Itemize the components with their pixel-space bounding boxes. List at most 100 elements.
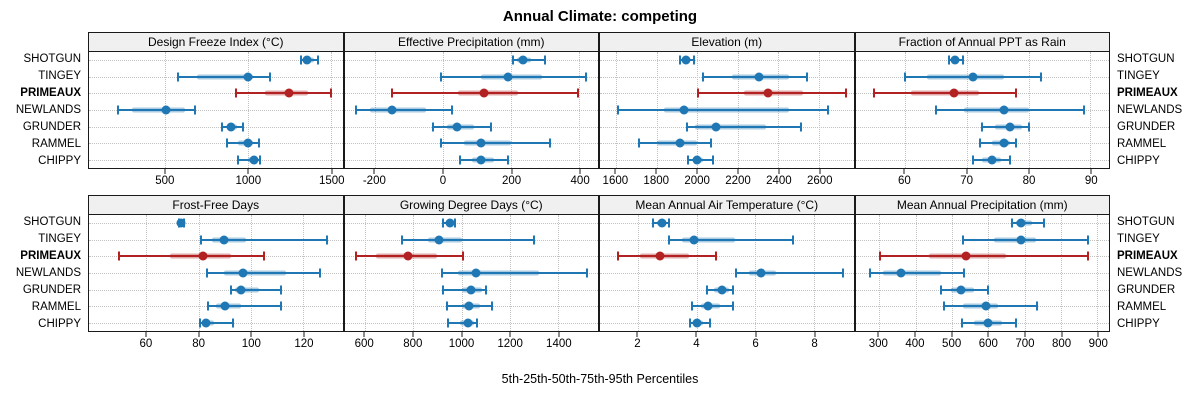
axis-tick bbox=[655, 169, 657, 174]
panel-plot-area bbox=[88, 51, 344, 169]
panel-plot-area bbox=[854, 51, 1110, 169]
site-label-shotgun: SHOTGUN bbox=[1117, 53, 1175, 66]
axis-tick bbox=[819, 169, 821, 174]
median-dot-shotgun bbox=[176, 218, 186, 228]
median-dot-rammel bbox=[464, 301, 474, 311]
site-labels-right: SHOTGUN TINGEY PRIMEAUX NEWLANDS GRUNDER RAMM… bbox=[1110, 32, 1200, 195]
p95-cap-primeaux bbox=[1087, 251, 1090, 261]
gridline bbox=[855, 60, 1109, 62]
axis-tick bbox=[966, 169, 968, 174]
p95-cap-newlands bbox=[319, 268, 322, 278]
p95-cap-shotgun bbox=[453, 218, 456, 228]
range-whisker-rammel bbox=[207, 305, 282, 308]
range-whisker-rammel bbox=[943, 305, 1038, 308]
median-dot-chippy bbox=[983, 318, 993, 328]
range-whisker-tingey bbox=[668, 238, 794, 241]
axis-tick bbox=[877, 332, 879, 337]
gridline bbox=[511, 52, 513, 168]
axis-tick bbox=[331, 169, 333, 174]
site-label-primeaux: PRIMEAUX bbox=[20, 250, 81, 263]
p5-cap-rammel bbox=[440, 138, 443, 148]
gridline bbox=[855, 223, 1109, 225]
median-dot-tingey bbox=[754, 72, 764, 82]
median-dot-shotgun bbox=[657, 218, 667, 228]
range-whisker-tingey bbox=[201, 238, 327, 241]
site-label-list: SHOTGUN TINGEY PRIMEAUX NEWLANDS GRUNDER RAMM… bbox=[1110, 214, 1200, 332]
p95-cap-shotgun bbox=[544, 55, 547, 65]
panel-title: Growing Degree Days (°C) bbox=[399, 198, 543, 212]
axis-tick-label: 60 bbox=[139, 338, 153, 350]
axis-tick bbox=[755, 332, 757, 337]
range-whisker-primeaux bbox=[119, 255, 265, 258]
p5-cap-primeaux bbox=[391, 88, 394, 98]
median-dot-rammel bbox=[476, 138, 486, 148]
gridline bbox=[344, 110, 598, 111]
axis-tick-label: 400 bbox=[570, 175, 590, 187]
range-whisker-chippy bbox=[200, 321, 233, 324]
median-dot-tingey bbox=[243, 72, 253, 82]
site-label-chippy: CHIPPY bbox=[1117, 317, 1160, 330]
x-axis-mean-annual-precipitation-mm: 300 400 500 600 700 800 900 bbox=[855, 332, 1111, 358]
gridline bbox=[413, 215, 415, 331]
panel-title: Fraction of Annual PPT as Rain bbox=[898, 35, 1066, 49]
median-dot-tingey bbox=[434, 235, 444, 245]
p5-cap-primeaux bbox=[873, 88, 876, 98]
p95-cap-primeaux bbox=[845, 88, 848, 98]
range-whisker-rammel bbox=[226, 142, 259, 145]
axis-tick bbox=[558, 332, 560, 337]
panel-mean-annual-air-temperature-c: Mean Annual Air Temperature (°C) 2 4 6 8 bbox=[599, 195, 855, 358]
panel-title: Mean Annual Precipitation (mm) bbox=[896, 198, 1068, 212]
label-axis-spacer bbox=[0, 169, 88, 195]
site-label-primeaux: PRIMEAUX bbox=[1117, 250, 1178, 263]
axis-tick bbox=[303, 332, 305, 337]
p95-cap-newlands bbox=[962, 268, 965, 278]
gridline bbox=[344, 256, 598, 258]
gridline bbox=[330, 52, 332, 168]
gridline bbox=[904, 52, 906, 168]
axis-tick-label: 2200 bbox=[725, 175, 751, 187]
gridline bbox=[600, 143, 854, 145]
p95-cap-grunder bbox=[799, 122, 802, 132]
range-whisker-tingey bbox=[441, 75, 587, 78]
x-axis-fraction-of-annual-ppt-as-rain: 60 70 80 90 bbox=[855, 169, 1111, 195]
gridline bbox=[988, 215, 990, 331]
site-labels-right: SHOTGUN TINGEY PRIMEAUX NEWLANDS GRUNDER RAMM… bbox=[1110, 195, 1200, 358]
range-whisker-newlands bbox=[206, 272, 321, 274]
median-dot-newlands bbox=[238, 268, 248, 278]
range-whisker-newlands bbox=[935, 109, 1085, 111]
p5-cap-chippy bbox=[199, 318, 202, 328]
panel-strip-mean-annual-precipitation-mm: Mean Annual Precipitation (mm) bbox=[854, 195, 1110, 214]
gridline bbox=[89, 289, 343, 291]
p95-cap-newlands bbox=[450, 105, 453, 115]
p95-cap-grunder bbox=[242, 122, 245, 132]
axis-tick bbox=[509, 332, 511, 337]
p95-cap-primeaux bbox=[461, 251, 464, 261]
median-dot-newlands bbox=[161, 105, 171, 115]
axis-tick-label: -200 bbox=[362, 175, 386, 187]
p95-cap-rammel bbox=[257, 138, 260, 148]
median-dot-chippy bbox=[692, 155, 702, 165]
range-whisker-grunder bbox=[981, 125, 1029, 128]
p95-cap-grunder bbox=[484, 285, 487, 295]
axis-tick bbox=[737, 169, 739, 174]
x-axis-elevation-m: 1600 1800 2000 2200 2400 2600 bbox=[599, 169, 855, 195]
p5-cap-grunder bbox=[431, 122, 434, 132]
range-whisker-tingey bbox=[962, 238, 1089, 241]
median-dot-chippy bbox=[476, 155, 486, 165]
panel-strip-growing-degree-days-c: Growing Degree Days (°C) bbox=[343, 195, 599, 214]
axis-tick-label: 1400 bbox=[546, 338, 572, 350]
panel-strip-fraction-of-annual-ppt-as-rain: Fraction of Annual PPT as Rain bbox=[854, 32, 1110, 51]
median-dot-grunder bbox=[236, 285, 246, 295]
site-label-shotgun: SHOTGUN bbox=[23, 53, 82, 66]
axis-tick-label: 600 bbox=[354, 338, 374, 350]
panel-strip-elevation-m: Elevation (m) bbox=[599, 32, 855, 51]
p5-cap-rammel bbox=[206, 301, 209, 311]
panel-title: Effective Precipitation (mm) bbox=[398, 35, 545, 49]
axis-tick bbox=[814, 332, 816, 337]
p95-cap-tingey bbox=[792, 235, 795, 245]
gridline bbox=[89, 143, 343, 145]
label-strip-spacer bbox=[0, 32, 88, 51]
p5-cap-chippy bbox=[689, 318, 692, 328]
range-whisker-newlands bbox=[870, 272, 964, 274]
median-dot-grunder bbox=[1005, 122, 1015, 132]
